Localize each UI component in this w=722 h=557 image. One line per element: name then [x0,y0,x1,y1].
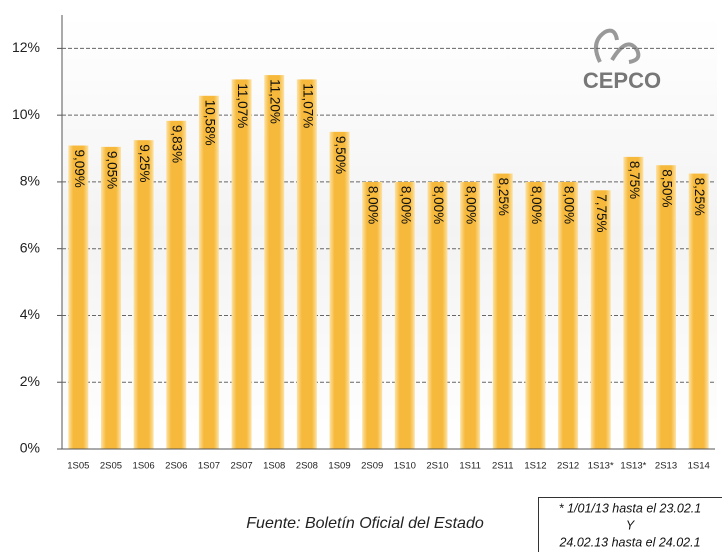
value-label: 8,00% [464,186,479,224]
x-tick-label: 1S13* [588,461,614,472]
value-label: 11,20% [268,79,283,124]
x-tick-label: 1S05 [67,461,89,472]
x-tick-label: 2S11 [492,461,513,472]
bar [232,79,252,449]
x-tick-label: 1S13* [620,461,646,472]
value-label: 8,25% [496,178,511,216]
value-label: 9,05% [104,151,119,189]
x-tick-label: 2S06 [165,461,187,472]
bar [297,79,317,449]
value-label: 8,00% [398,186,413,224]
value-label: 8,75% [627,161,642,199]
x-tick-label: 2S09 [361,461,383,472]
value-label: 8,25% [692,178,707,216]
x-tick-label: 2S07 [230,461,252,472]
value-label: 9,09% [72,150,87,188]
bar [623,157,643,449]
x-tick-label: 1S08 [263,461,285,472]
bar [68,146,88,449]
value-label: 10,58% [202,100,217,146]
x-tick-label: 1S07 [198,461,220,472]
x-tick-label: 2S12 [557,461,579,472]
value-label: 8,00% [529,186,544,224]
footnote: * 1/01/13 hasta el 23.02.1 [559,501,701,515]
bar [264,75,284,449]
value-label: 9,25% [137,144,152,182]
bar [199,96,219,449]
bar [101,147,121,449]
x-tick-label: 1S11 [459,461,480,472]
value-label: 8,50% [659,169,674,207]
x-tick-label: 1S10 [394,461,416,472]
y-tick-label: 12% [12,39,40,55]
x-tick-label: 1S12 [524,461,546,472]
y-tick-label: 6% [20,239,40,255]
value-label: 9,83% [170,125,185,163]
x-tick-label: 1S06 [133,461,155,472]
value-label: 7,75% [594,194,609,232]
y-tick-label: 0% [20,440,40,456]
footnote: 24.02.13 hasta el 24.02.1 [558,535,700,549]
y-tick-label: 4% [20,306,40,322]
logo-text: CEPCO [583,68,661,93]
x-tick-label: 2S08 [296,461,318,472]
value-label: 8,00% [562,186,577,224]
x-tick-label: 2S10 [426,461,448,472]
x-tick-label: 2S05 [100,461,122,472]
x-tick-label: 1S09 [328,461,350,472]
value-label: 9,50% [333,136,348,174]
x-tick-label: 1S14 [688,461,710,472]
source: Fuente: Boletín Oficial del Estado [246,515,484,532]
y-tick-label: 2% [20,373,40,389]
value-label: 8,00% [431,186,446,224]
bar [330,132,350,449]
x-tick-label: 2S13 [655,461,677,472]
bar [134,140,154,449]
value-label: 8,00% [366,186,381,224]
y-tick-label: 10% [12,106,40,122]
value-label: 11,07% [300,83,315,128]
y-tick-label: 8% [20,173,40,189]
bar [656,165,676,449]
bar [166,121,186,449]
value-label: 11,07% [235,83,250,128]
